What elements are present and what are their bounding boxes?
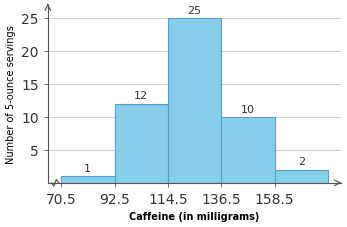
Text: 12: 12	[134, 91, 148, 101]
Bar	[61, 176, 115, 183]
X-axis label: Caffeine (in milligrams): Caffeine (in milligrams)	[129, 212, 260, 222]
Bar	[168, 19, 221, 183]
Text: 2: 2	[298, 157, 305, 167]
Bar	[221, 117, 275, 183]
Text: 1: 1	[84, 163, 91, 173]
Text: 25: 25	[187, 6, 202, 16]
Y-axis label: Number of 5-ounce servings: Number of 5-ounce servings	[6, 25, 16, 163]
Bar	[275, 170, 328, 183]
Bar	[115, 104, 168, 183]
Text: 10: 10	[241, 104, 255, 114]
